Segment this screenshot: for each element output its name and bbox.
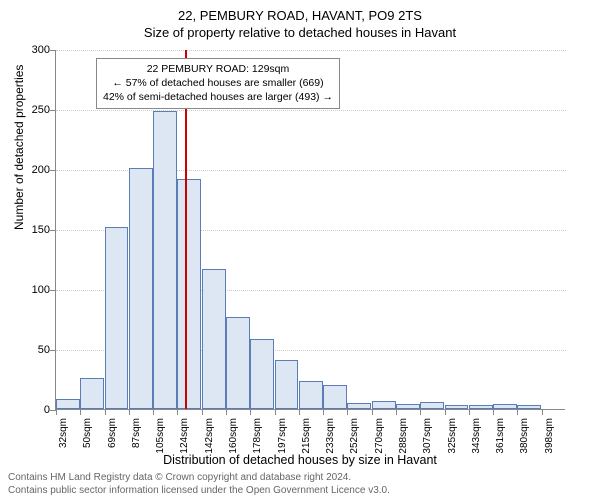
histogram-bar bbox=[445, 405, 469, 409]
histogram-bar bbox=[420, 402, 444, 409]
histogram-bar bbox=[80, 378, 104, 409]
x-tick-label: 398sqm bbox=[544, 418, 555, 458]
histogram-bar bbox=[372, 401, 396, 409]
x-tick bbox=[493, 409, 494, 415]
y-tick-label: 100 bbox=[32, 284, 50, 296]
y-axis-title: Number of detached properties bbox=[12, 65, 26, 230]
x-axis-title: Distribution of detached houses by size … bbox=[0, 453, 600, 467]
annotation-line: 22 PEMBURY ROAD: 129sqm bbox=[103, 62, 333, 76]
x-tick bbox=[177, 409, 178, 415]
histogram-bar bbox=[469, 405, 493, 409]
x-tick-label: 69sqm bbox=[107, 418, 118, 458]
x-tick-label: 288sqm bbox=[398, 418, 409, 458]
y-tick-label: 0 bbox=[44, 404, 50, 416]
y-tick bbox=[50, 50, 56, 51]
histogram-bar bbox=[129, 168, 153, 409]
histogram-bar bbox=[56, 399, 80, 409]
x-tick bbox=[517, 409, 518, 415]
x-tick bbox=[226, 409, 227, 415]
y-tick bbox=[50, 110, 56, 111]
x-tick bbox=[347, 409, 348, 415]
footer-line-1: Contains HM Land Registry data © Crown c… bbox=[8, 471, 390, 484]
x-tick bbox=[299, 409, 300, 415]
histogram-bar bbox=[153, 111, 177, 409]
footer-line-2: Contains public sector information licen… bbox=[8, 484, 390, 497]
y-tick-label: 50 bbox=[38, 344, 50, 356]
histogram-bar bbox=[250, 339, 274, 409]
x-tick-label: 197sqm bbox=[277, 418, 288, 458]
x-tick bbox=[420, 409, 421, 415]
y-tick bbox=[50, 290, 56, 291]
chart-subtitle: Size of property relative to detached ho… bbox=[0, 25, 600, 40]
x-tick-label: 105sqm bbox=[155, 418, 166, 458]
x-tick bbox=[372, 409, 373, 415]
x-tick-label: 50sqm bbox=[82, 418, 93, 458]
histogram-bar bbox=[275, 360, 299, 409]
x-tick bbox=[250, 409, 251, 415]
x-tick bbox=[56, 409, 57, 415]
gridline bbox=[56, 110, 566, 111]
x-tick bbox=[153, 409, 154, 415]
histogram-bar bbox=[323, 385, 347, 409]
license-footer: Contains HM Land Registry data © Crown c… bbox=[8, 471, 390, 497]
annotation-line: 42% of semi-detached houses are larger (… bbox=[103, 90, 333, 104]
histogram-bar bbox=[517, 405, 541, 409]
y-tick-label: 300 bbox=[32, 44, 50, 56]
annotation-box: 22 PEMBURY ROAD: 129sqm← 57% of detached… bbox=[96, 58, 340, 109]
x-tick bbox=[542, 409, 543, 415]
x-tick bbox=[105, 409, 106, 415]
x-tick bbox=[202, 409, 203, 415]
x-tick bbox=[80, 409, 81, 415]
histogram-bar bbox=[177, 179, 201, 409]
chart-plot-area: 05010015020025030032sqm50sqm69sqm87sqm10… bbox=[55, 50, 565, 410]
x-tick-label: 252sqm bbox=[349, 418, 360, 458]
x-tick-label: 307sqm bbox=[422, 418, 433, 458]
histogram-bar bbox=[299, 381, 323, 409]
histogram-bar bbox=[493, 404, 517, 409]
x-tick-label: 87sqm bbox=[131, 418, 142, 458]
x-tick-label: 343sqm bbox=[471, 418, 482, 458]
x-tick bbox=[396, 409, 397, 415]
x-tick-label: 380sqm bbox=[519, 418, 530, 458]
x-tick-label: 233sqm bbox=[325, 418, 336, 458]
x-tick-label: 178sqm bbox=[252, 418, 263, 458]
gridline bbox=[56, 50, 566, 51]
x-tick-label: 142sqm bbox=[204, 418, 215, 458]
histogram-bar bbox=[202, 269, 226, 409]
x-tick-label: 270sqm bbox=[374, 418, 385, 458]
x-tick bbox=[445, 409, 446, 415]
histogram-bar bbox=[396, 404, 420, 409]
x-tick bbox=[275, 409, 276, 415]
y-tick bbox=[50, 170, 56, 171]
histogram-bar bbox=[226, 317, 250, 409]
y-tick-label: 200 bbox=[32, 164, 50, 176]
histogram-bar bbox=[105, 227, 129, 409]
x-tick-label: 361sqm bbox=[495, 418, 506, 458]
y-tick bbox=[50, 350, 56, 351]
x-tick bbox=[323, 409, 324, 415]
x-tick-label: 215sqm bbox=[301, 418, 312, 458]
x-tick bbox=[469, 409, 470, 415]
address-title: 22, PEMBURY ROAD, HAVANT, PO9 2TS bbox=[0, 8, 600, 23]
x-tick bbox=[129, 409, 130, 415]
x-tick-label: 32sqm bbox=[58, 418, 69, 458]
x-tick-label: 325sqm bbox=[447, 418, 458, 458]
y-tick bbox=[50, 230, 56, 231]
y-tick-label: 250 bbox=[32, 104, 50, 116]
y-tick-label: 150 bbox=[32, 224, 50, 236]
x-tick-label: 124sqm bbox=[179, 418, 190, 458]
x-tick-label: 160sqm bbox=[228, 418, 239, 458]
annotation-line: ← 57% of detached houses are smaller (66… bbox=[103, 76, 333, 90]
histogram-bar bbox=[347, 403, 371, 409]
